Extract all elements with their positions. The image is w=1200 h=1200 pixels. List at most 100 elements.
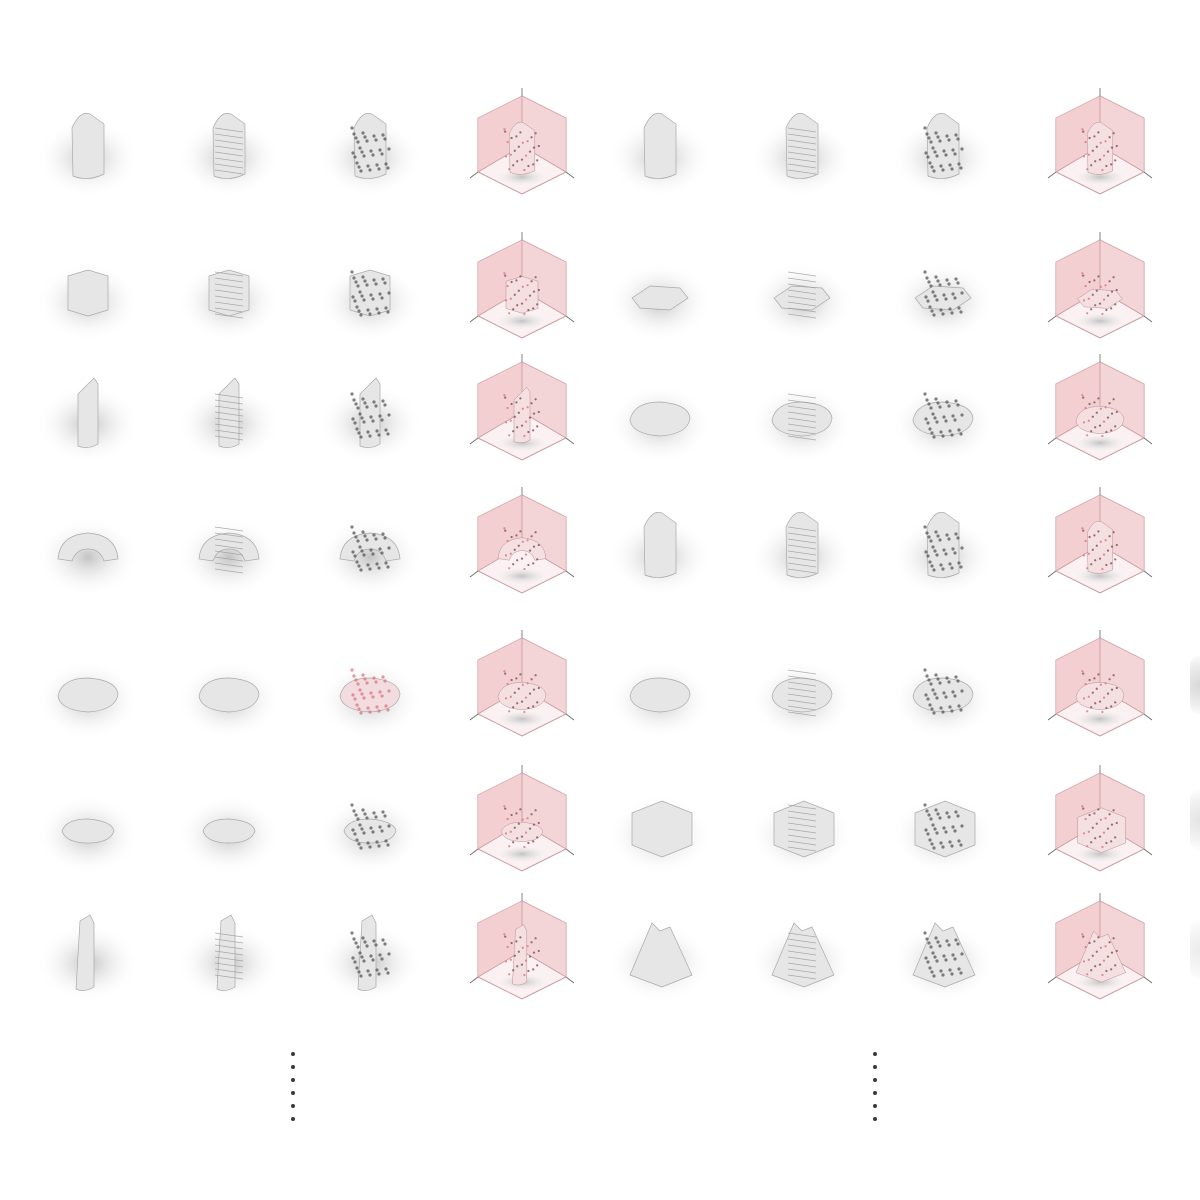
perforation-pattern (1081, 933, 1118, 977)
ridge-pattern (214, 932, 244, 980)
form-thumbnail (742, 630, 862, 750)
form-thumbnail (169, 630, 289, 750)
perforation-pattern (350, 126, 391, 173)
cropped-form-edge (1190, 790, 1200, 850)
ridge-pattern (214, 127, 244, 175)
form-thumbnail (169, 88, 289, 208)
axonometric-frame-form (462, 630, 582, 750)
axonometric-frame-form (1040, 765, 1160, 885)
form-thumbnail (742, 765, 862, 885)
form-thumbnail (169, 354, 289, 474)
form-thumbnail (310, 765, 430, 885)
form-thumbnail (742, 232, 862, 352)
ridge-pattern (787, 932, 817, 980)
cropped-form-edge (1190, 920, 1200, 980)
form-thumbnail (883, 765, 1003, 885)
perforation-pattern (503, 394, 540, 438)
perforation-pattern (1081, 670, 1118, 714)
perforation-pattern (923, 392, 964, 439)
perforation-pattern (923, 525, 964, 572)
continuation-ellipsis-left (290, 1052, 296, 1130)
axonometric-frame-form (462, 88, 582, 208)
perforation-pattern (1081, 128, 1118, 172)
cropped-form-edge (1190, 655, 1200, 715)
form-thumbnail (28, 893, 148, 1013)
ridge-pattern (787, 127, 817, 175)
form-thumbnail (310, 232, 430, 352)
perforation-pattern (350, 270, 391, 317)
perforation-pattern (503, 670, 540, 714)
form-thumbnail (169, 232, 289, 352)
form-thumbnail (883, 88, 1003, 208)
perforation-pattern (503, 527, 540, 571)
form-thumbnail (883, 487, 1003, 607)
perforation-pattern (503, 805, 540, 849)
form-thumbnail (600, 893, 720, 1013)
axonometric-frame-form (462, 354, 582, 474)
perforation-pattern (350, 525, 391, 572)
ridge-pattern (214, 526, 244, 574)
ridge-pattern (214, 393, 244, 441)
form-thumbnail (742, 354, 862, 474)
perforation-pattern (350, 668, 391, 715)
form-thumbnail (883, 893, 1003, 1013)
form-thumbnail (28, 487, 148, 607)
perforation-pattern (503, 272, 540, 316)
perforation-pattern (350, 392, 391, 439)
perforation-pattern (1081, 272, 1118, 316)
perforation-pattern (923, 803, 964, 850)
perforation-pattern (923, 668, 964, 715)
form-thumbnail (883, 354, 1003, 474)
axonometric-frame-form (1040, 893, 1160, 1013)
axonometric-frame-form (1040, 88, 1160, 208)
continuation-ellipsis-right (872, 1052, 878, 1130)
perforation-pattern (923, 126, 964, 173)
form-thumbnail (28, 354, 148, 474)
form-thumbnail (28, 88, 148, 208)
form-thumbnail (28, 232, 148, 352)
form-thumbnail (310, 893, 430, 1013)
ridge-pattern (787, 271, 817, 319)
axonometric-frame-form (462, 765, 582, 885)
form-thumbnail (600, 487, 720, 607)
form-thumbnail (169, 765, 289, 885)
form-thumbnail (742, 893, 862, 1013)
axonometric-frame-form (462, 487, 582, 607)
perforation-pattern (923, 931, 964, 978)
form-thumbnail (310, 487, 430, 607)
ridge-pattern (787, 393, 817, 441)
axonometric-frame-form (462, 893, 582, 1013)
form-thumbnail (742, 88, 862, 208)
perforation-pattern (1081, 805, 1118, 849)
form-thumbnail (600, 765, 720, 885)
form-thumbnail (600, 354, 720, 474)
perforation-pattern (503, 128, 540, 172)
axonometric-frame-form (462, 232, 582, 352)
form-thumbnail (883, 232, 1003, 352)
ridge-pattern (787, 669, 817, 717)
form-thumbnail (28, 630, 148, 750)
form-thumbnail (169, 487, 289, 607)
perforation-pattern (350, 931, 391, 978)
axonometric-frame-form (1040, 232, 1160, 352)
form-thumbnail (600, 232, 720, 352)
form-thumbnail (310, 630, 430, 750)
ridge-pattern (787, 526, 817, 574)
perforation-pattern (923, 270, 964, 317)
axonometric-frame-form (1040, 630, 1160, 750)
form-thumbnail (883, 630, 1003, 750)
form-thumbnail (169, 893, 289, 1013)
perforation-pattern (1081, 527, 1118, 571)
ridge-pattern (214, 271, 244, 319)
form-thumbnail (600, 88, 720, 208)
ridge-pattern (787, 804, 817, 852)
perforation-pattern (503, 933, 540, 977)
form-thumbnail (310, 88, 430, 208)
perforation-pattern (1081, 394, 1118, 438)
perforation-pattern (350, 803, 391, 850)
axonometric-frame-form (1040, 487, 1160, 607)
axonometric-frame-form (1040, 354, 1160, 474)
form-thumbnail (310, 354, 430, 474)
form-thumbnail (28, 765, 148, 885)
